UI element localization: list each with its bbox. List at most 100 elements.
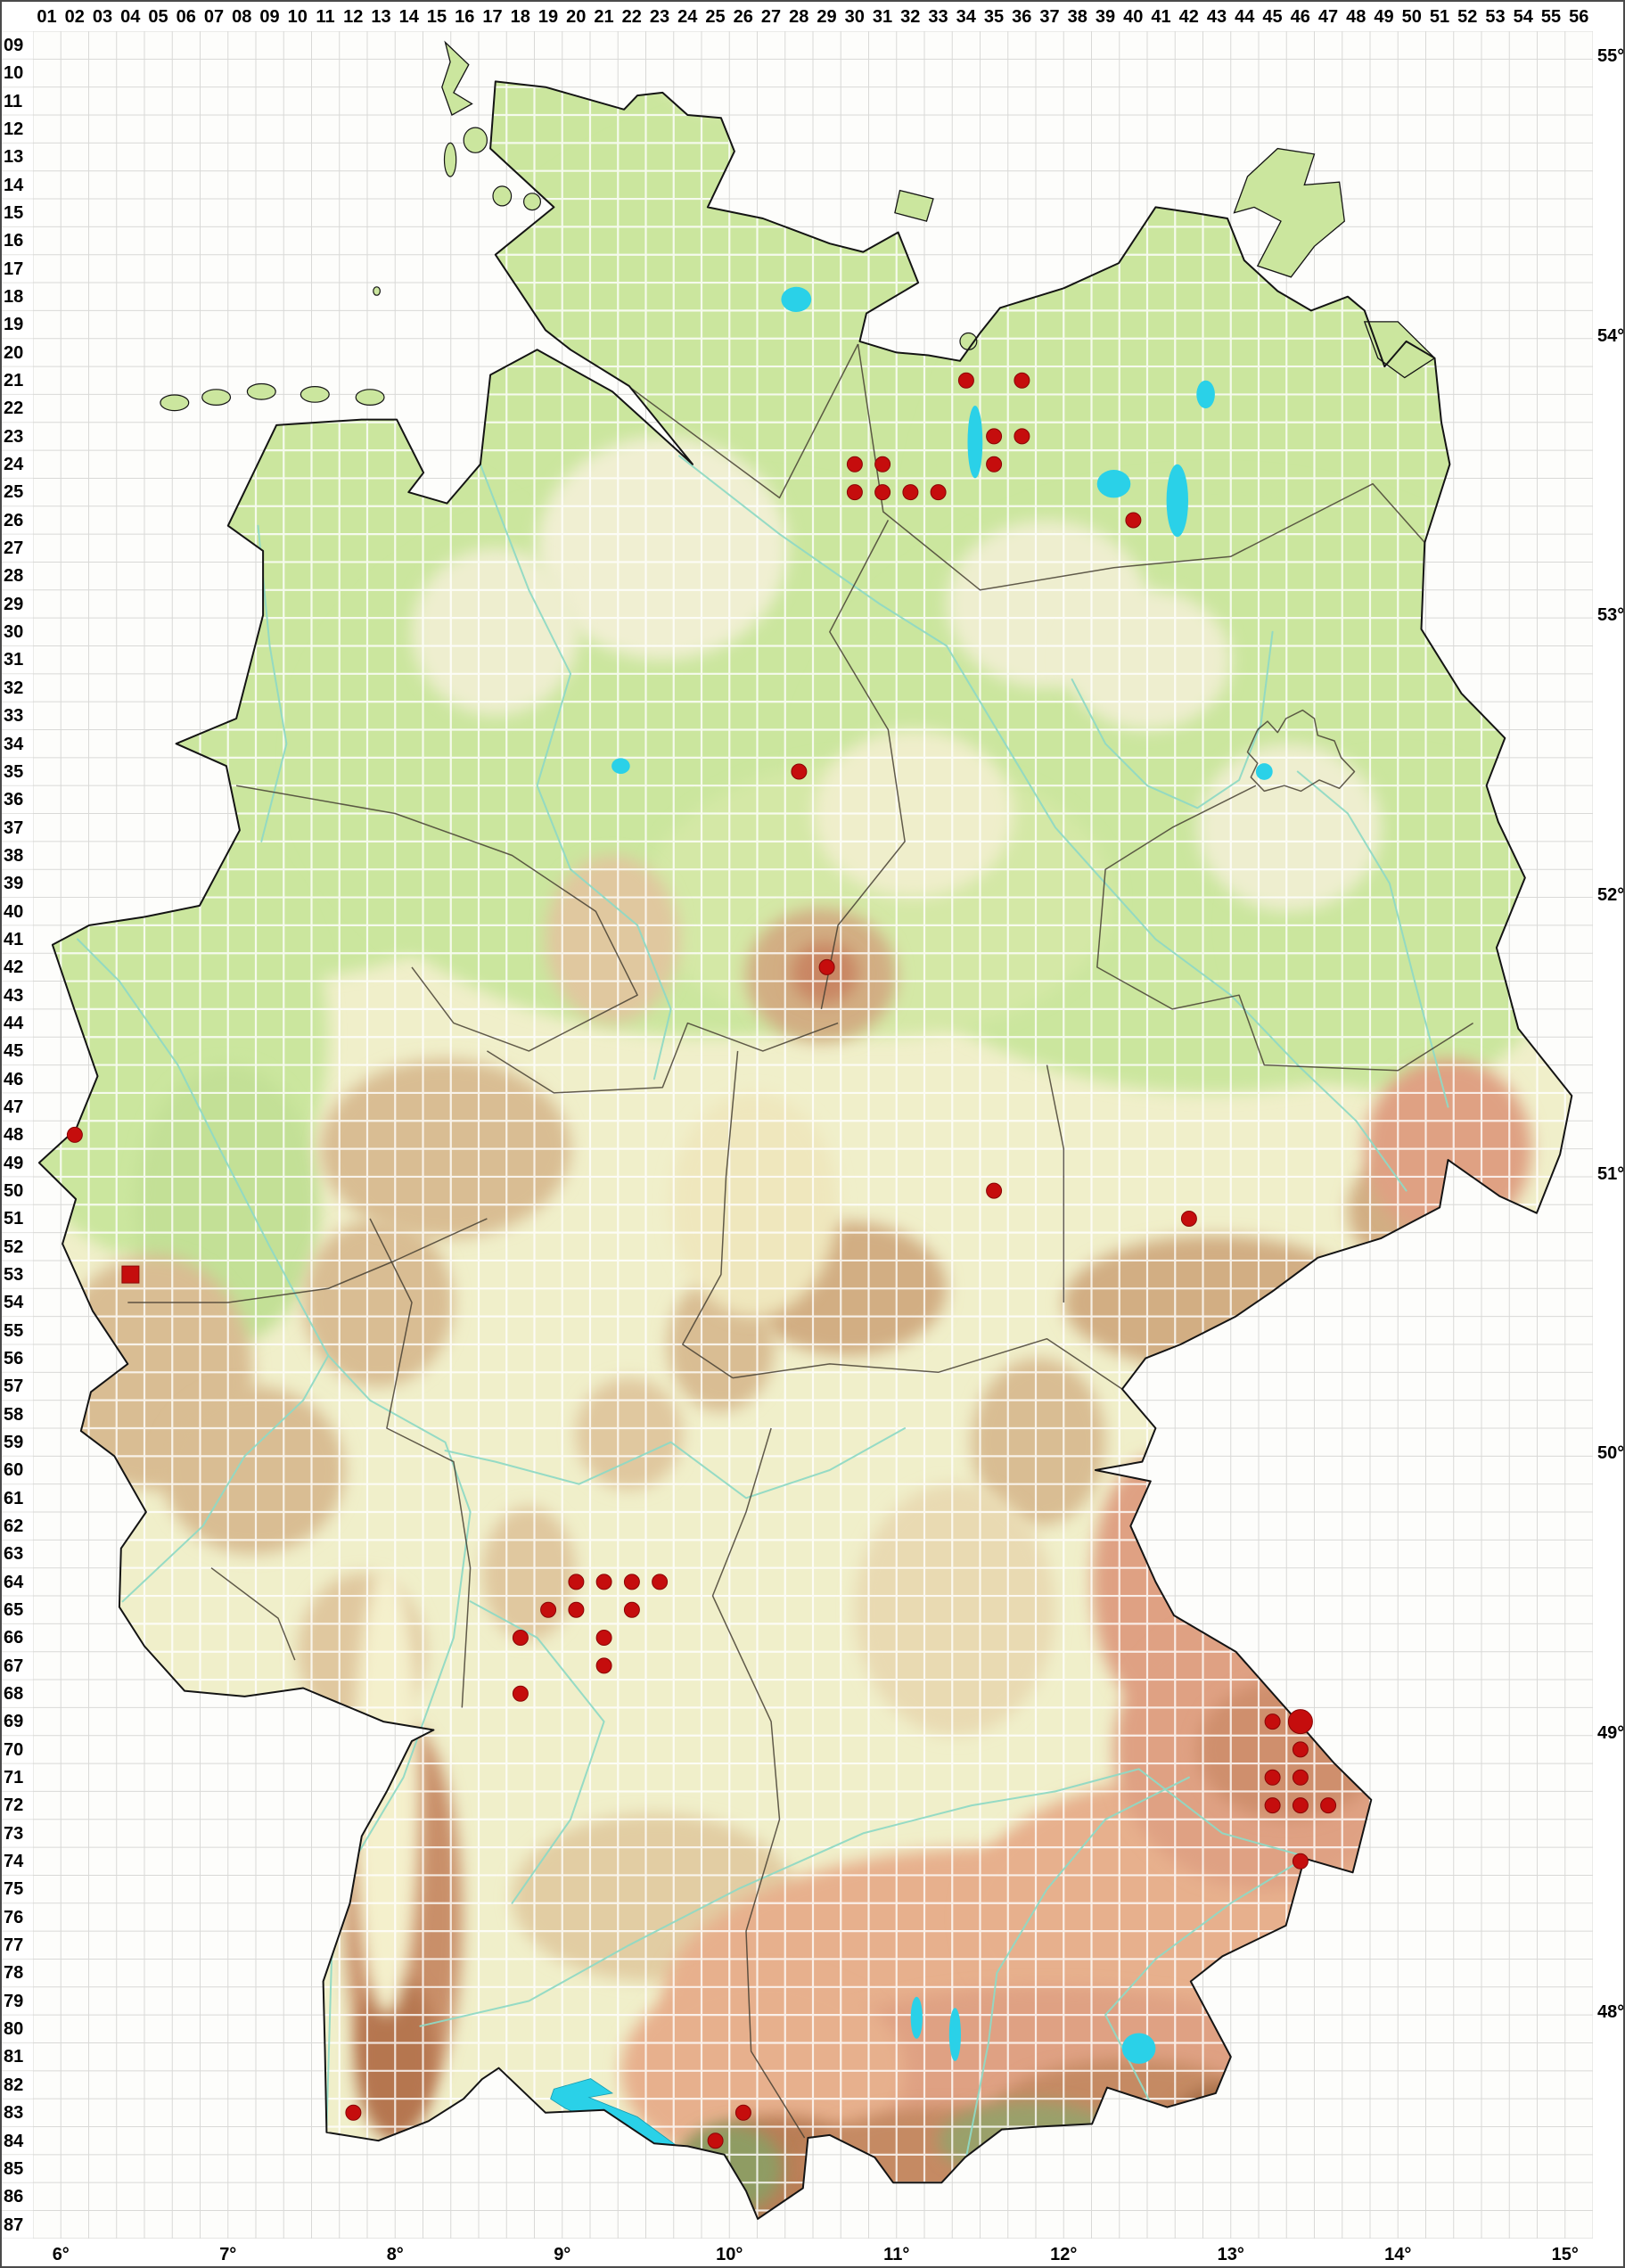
occurrence-marker[interactable] xyxy=(930,484,947,501)
row-label: 28 xyxy=(4,566,24,587)
occurrence-marker-square[interactable] xyxy=(121,1265,140,1284)
occurrence-marker[interactable] xyxy=(1292,1769,1309,1786)
island xyxy=(441,40,473,116)
column-label: 05 xyxy=(148,7,168,27)
germany-outline xyxy=(37,80,1573,2220)
column-label: 23 xyxy=(649,7,670,27)
column-label: 34 xyxy=(956,7,976,27)
occurrence-marker[interactable] xyxy=(1320,1797,1337,1814)
occurrence-marker[interactable] xyxy=(1014,428,1030,445)
row-label: 39 xyxy=(4,874,24,894)
state-border xyxy=(1046,1064,1065,1302)
occurrence-marker[interactable] xyxy=(957,372,974,389)
occurrence-marker[interactable] xyxy=(568,1574,585,1590)
row-label: 48 xyxy=(4,1125,24,1146)
row-label: 36 xyxy=(4,790,24,810)
column-label: 45 xyxy=(1262,7,1283,27)
row-label: 21 xyxy=(4,371,24,391)
row-label: 73 xyxy=(4,1823,24,1844)
row-label: 53 xyxy=(4,1264,24,1285)
occurrence-marker[interactable] xyxy=(707,2132,724,2149)
state-border xyxy=(127,1218,488,1303)
occurrence-marker[interactable] xyxy=(874,456,891,472)
occurrence-marker[interactable] xyxy=(512,1630,529,1646)
occurrence-marker[interactable] xyxy=(986,428,1003,445)
latitude-label: 49° xyxy=(1597,1722,1625,1743)
occurrence-marker[interactable] xyxy=(623,1574,640,1590)
column-label: 24 xyxy=(677,7,698,27)
occurrence-marker[interactable] xyxy=(1014,372,1030,389)
column-label: 42 xyxy=(1178,7,1199,27)
occurrence-marker[interactable] xyxy=(1125,512,1142,529)
row-label: 55 xyxy=(4,1320,24,1341)
germany-distribution-map[interactable] xyxy=(33,31,1593,2239)
row-label: 60 xyxy=(4,1460,24,1481)
row-label: 81 xyxy=(4,2047,24,2067)
column-label: 04 xyxy=(120,7,141,27)
river xyxy=(121,1354,330,1603)
island xyxy=(246,382,276,400)
occurrence-marker[interactable] xyxy=(1264,1769,1281,1786)
island xyxy=(201,389,232,407)
occurrence-marker[interactable] xyxy=(652,1574,669,1590)
occurrence-marker[interactable] xyxy=(512,1685,529,1702)
occurrence-marker[interactable] xyxy=(623,1601,640,1618)
occurrence-marker[interactable] xyxy=(595,1574,612,1590)
occurrence-marker[interactable] xyxy=(595,1630,612,1646)
occurrence-marker[interactable] xyxy=(1264,1713,1281,1730)
occurrence-marker[interactable] xyxy=(735,2104,751,2121)
occurrence-marker[interactable] xyxy=(902,484,919,501)
column-label: 03 xyxy=(92,7,113,27)
occurrence-marker[interactable] xyxy=(846,484,863,501)
occurrence-marker[interactable] xyxy=(1180,1211,1197,1227)
occurrence-marker[interactable] xyxy=(1292,1797,1309,1814)
row-label: 44 xyxy=(4,1013,24,1033)
map-canvas[interactable] xyxy=(33,31,1593,2239)
lake xyxy=(611,758,630,774)
column-label: 39 xyxy=(1095,7,1116,27)
state-border xyxy=(620,343,859,499)
column-label: 16 xyxy=(455,7,475,27)
occurrence-marker[interactable] xyxy=(1292,1741,1309,1758)
row-label: 22 xyxy=(4,399,24,419)
occurrence-marker[interactable] xyxy=(846,456,863,472)
column-label: 31 xyxy=(872,7,893,27)
row-label: 23 xyxy=(4,426,24,447)
row-label: 79 xyxy=(4,1991,24,2011)
column-label: 25 xyxy=(705,7,726,27)
row-label: 42 xyxy=(4,957,24,978)
column-label: 56 xyxy=(1569,7,1589,27)
column-label: 55 xyxy=(1540,7,1562,27)
occurrence-marker[interactable] xyxy=(595,1657,612,1674)
occurrence-marker[interactable] xyxy=(1292,1853,1309,1869)
row-label: 35 xyxy=(4,761,24,782)
row-label: 75 xyxy=(4,1879,24,1900)
occurrence-marker[interactable] xyxy=(568,1601,585,1618)
row-label: 18 xyxy=(4,287,24,308)
column-label: 01 xyxy=(37,7,57,27)
occurrence-marker[interactable] xyxy=(1264,1797,1281,1814)
lake xyxy=(1196,380,1215,409)
row-label: 14 xyxy=(4,175,24,195)
river xyxy=(1071,630,1274,809)
occurrence-marker[interactable] xyxy=(986,456,1003,472)
occurrence-marker[interactable] xyxy=(818,958,835,975)
occurrence-marker[interactable] xyxy=(1287,1709,1313,1735)
row-label: 38 xyxy=(4,845,24,866)
state-border xyxy=(1246,709,1356,793)
longitude-label: 10° xyxy=(716,2245,743,2264)
occurrence-marker[interactable] xyxy=(874,484,891,501)
lake xyxy=(948,2008,961,2061)
row-label-column: 09 10 11 12 13 14 15 16 17 18 19 20 21 22 23 24 25 26 27 28… xyxy=(2,31,33,2239)
occurrence-marker[interactable] xyxy=(540,1601,557,1618)
column-label: 09 xyxy=(259,7,280,27)
row-label: 29 xyxy=(4,594,24,614)
occurrence-marker[interactable] xyxy=(66,1126,83,1143)
river xyxy=(965,1776,1190,2156)
row-label: 67 xyxy=(4,1656,24,1676)
column-label: 12 xyxy=(343,7,364,27)
row-label: 83 xyxy=(4,2103,24,2124)
occurrence-marker[interactable] xyxy=(791,763,808,780)
occurrence-marker[interactable] xyxy=(345,2104,362,2121)
occurrence-marker[interactable] xyxy=(986,1182,1003,1199)
